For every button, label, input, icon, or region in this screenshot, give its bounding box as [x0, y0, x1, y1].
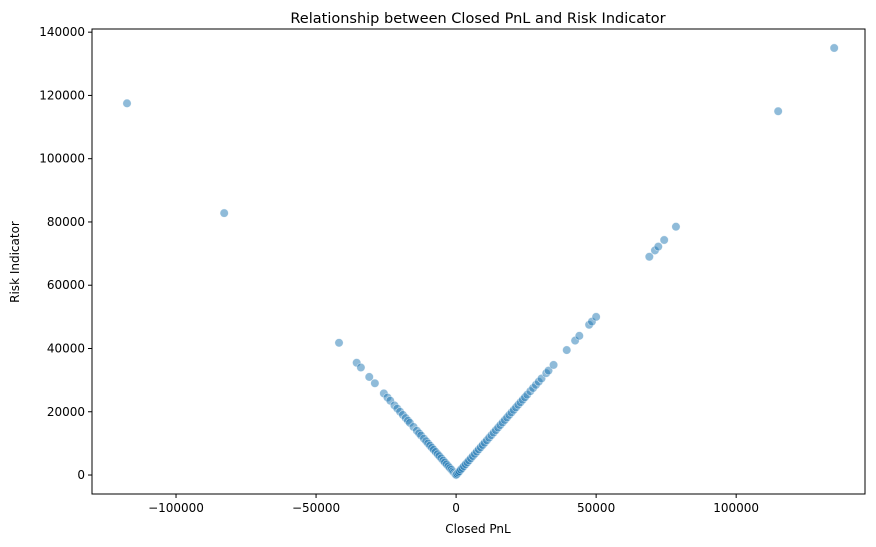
data-point [773, 106, 783, 116]
data-point [122, 98, 132, 108]
data-point [334, 338, 344, 348]
y-tick-label: 0 [77, 468, 85, 482]
data-point [219, 208, 229, 218]
x-tick-label: 50000 [577, 501, 615, 515]
x-tick-label: −50000 [292, 501, 340, 515]
y-tick-label: 140000 [39, 25, 85, 39]
y-axis-ticks: 0 20000 40000 60000 80000 100000 120000 140000 [39, 25, 92, 482]
data-point [671, 222, 681, 232]
data-point [370, 378, 380, 388]
x-tick-label: 100000 [713, 501, 759, 515]
x-tick-label: −100000 [148, 501, 204, 515]
y-tick-label: 20000 [47, 405, 85, 419]
data-point [562, 345, 572, 355]
points-layer [122, 43, 839, 480]
data-point [544, 366, 554, 376]
data-point [644, 252, 654, 262]
data-point [829, 43, 839, 53]
data-point [591, 312, 601, 322]
x-axis-label: Closed PnL [445, 522, 511, 536]
y-axis-label: Risk Indicator [8, 221, 22, 303]
data-point [549, 360, 559, 370]
y-tick-label: 120000 [39, 88, 85, 102]
plot-frame [91, 28, 866, 495]
chart-title: Relationship between Closed PnL and Risk… [290, 11, 665, 27]
data-point [356, 362, 366, 372]
y-tick-label: 80000 [47, 215, 85, 229]
y-tick-label: 100000 [39, 152, 85, 166]
data-point [574, 331, 584, 341]
x-tick-label: 0 [452, 501, 460, 515]
data-point [653, 242, 663, 252]
y-tick-label: 40000 [47, 341, 85, 355]
x-axis-ticks: −100000 −50000 0 50000 100000 [148, 494, 759, 515]
y-tick-label: 60000 [47, 278, 85, 292]
data-point [659, 235, 669, 245]
data-point [364, 372, 374, 382]
